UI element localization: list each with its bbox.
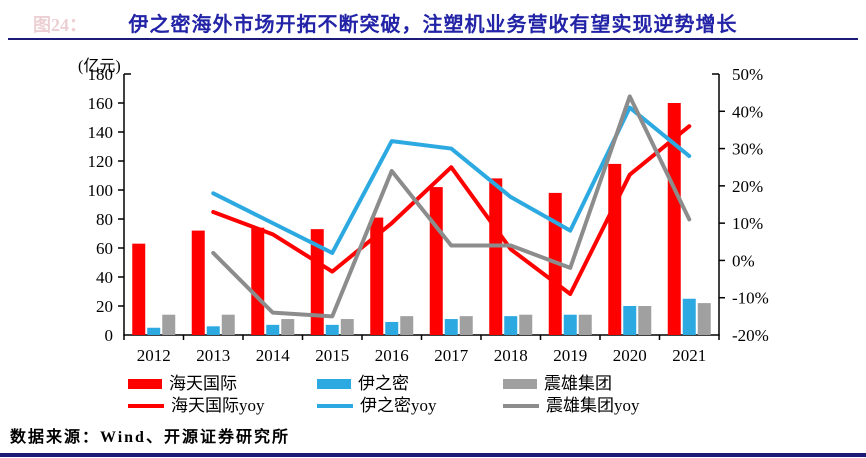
- bar-伊之密: [623, 306, 637, 335]
- legend-line-swatch: [503, 404, 539, 408]
- bar-伊之密: [682, 298, 696, 335]
- bar-伊之密: [385, 321, 399, 335]
- bar-海天国际: [310, 229, 324, 335]
- legend-item-yizumi-bar: 伊之密: [317, 374, 409, 394]
- year-label: 2017: [434, 346, 469, 365]
- left-axis-tick-label: 40: [96, 268, 113, 287]
- year-label: 2012: [137, 346, 171, 365]
- legend-line-swatch: [128, 404, 164, 408]
- bar-伊之密: [563, 314, 577, 335]
- right-axis-tick-label: 30%: [732, 140, 763, 159]
- left-axis-tick-label: 60: [96, 239, 113, 258]
- bottom-divider: [0, 453, 866, 457]
- right-axis-tick-label: -20%: [732, 326, 769, 345]
- bar-伊之密: [206, 326, 220, 335]
- figure-number-label: 图24：: [33, 15, 87, 35]
- legend-item-chenhsong-yoy-line: 震雄集团yoy: [503, 396, 640, 416]
- bar-震雄集团: [340, 319, 354, 335]
- bar-震雄集团: [697, 303, 711, 335]
- line-海天国际yoy: [211, 124, 692, 296]
- legend-label: 震雄集团: [544, 374, 612, 393]
- bar-海天国际: [132, 243, 146, 335]
- year-label: 2013: [196, 346, 230, 365]
- legend-label: 海天国际yoy: [171, 396, 265, 415]
- legend-label: 伊之密: [358, 374, 409, 393]
- bar-震雄集团: [638, 306, 652, 335]
- legend-item-yizumi-yoy-line: 伊之密yoy: [317, 396, 437, 416]
- bar-海天国际: [608, 163, 622, 335]
- title-divider: [8, 38, 858, 40]
- bar-震雄集团: [578, 314, 592, 335]
- bar-伊之密: [325, 324, 339, 335]
- legend-item-chenhsong-bar: 震雄集团: [503, 374, 612, 394]
- year-label: 2020: [613, 346, 647, 365]
- combo-bar-line-chart: 0 20 40 60 80 100 120 140 160 180 -20% -10% 0% 10% 20%…: [88, 65, 769, 365]
- left-axis-tick-label: 80: [96, 210, 113, 229]
- legend-label: 海天国际: [169, 374, 237, 393]
- bar-震雄集团: [162, 314, 176, 335]
- left-axis-tick-label: 100: [88, 181, 114, 200]
- bar-震雄集团: [400, 316, 414, 335]
- bar-震雄集团: [281, 319, 295, 335]
- bar-海天国际: [429, 187, 443, 335]
- year-label: 2016: [375, 346, 409, 365]
- right-axis-tick-label: 0%: [732, 251, 755, 270]
- left-axis-tick-label: 160: [88, 94, 114, 113]
- year-label: 2018: [494, 346, 528, 365]
- left-axis-tick-label: 140: [88, 123, 114, 142]
- bar-伊之密: [444, 319, 458, 335]
- year-label: 2019: [553, 346, 587, 365]
- right-axis-tick-label: 20%: [732, 177, 763, 196]
- left-axis-tick-label: 20: [96, 297, 113, 316]
- right-axis-tick-label: 40%: [732, 102, 763, 121]
- bar-伊之密: [147, 327, 161, 335]
- bar-伊之密: [266, 324, 280, 335]
- bar-海天国际: [191, 230, 205, 335]
- legend-bar-swatch: [317, 379, 351, 389]
- legend-item-haitian-bar: 海天国际: [128, 374, 237, 394]
- bar-海天国际: [251, 227, 265, 335]
- bar-震雄集团: [459, 316, 473, 335]
- bar-海天国际: [370, 217, 384, 335]
- chart-title: 伊之密海外市场开拓不断突破，注塑机业务营收有望实现逆势增长: [128, 14, 738, 36]
- year-label: 2014: [256, 346, 291, 365]
- legend-item-haitian-yoy-line: 海天国际yoy: [128, 396, 265, 416]
- legend-line-swatch: [317, 404, 353, 408]
- left-axis-tick-label: 0: [105, 326, 114, 345]
- data-source-note: 数据来源：Wind、开源证券研究所: [10, 429, 290, 446]
- right-axis-tick-label: 50%: [732, 65, 763, 84]
- legend-bar-swatch: [128, 379, 162, 389]
- left-axis-tick-label: 180: [88, 65, 114, 84]
- bar-海天国际: [489, 178, 503, 335]
- left-axis-unit-label: (亿元): [78, 58, 121, 75]
- year-label: 2021: [672, 346, 706, 365]
- bar-伊之密: [504, 316, 518, 335]
- bar-震雄集团: [519, 314, 533, 335]
- bar-震雄集团: [221, 314, 235, 335]
- bar-海天国际: [667, 103, 681, 335]
- line-震雄集团yoy: [211, 94, 692, 319]
- legend-label: 震雄集团yoy: [546, 396, 640, 415]
- legend-bar-swatch: [503, 379, 537, 389]
- right-axis-tick-label: -10%: [732, 289, 769, 308]
- right-axis-tick-label: 10%: [732, 214, 763, 233]
- legend-label: 伊之密yoy: [360, 396, 437, 415]
- year-label: 2015: [315, 346, 349, 365]
- left-axis-tick-label: 120: [88, 152, 114, 171]
